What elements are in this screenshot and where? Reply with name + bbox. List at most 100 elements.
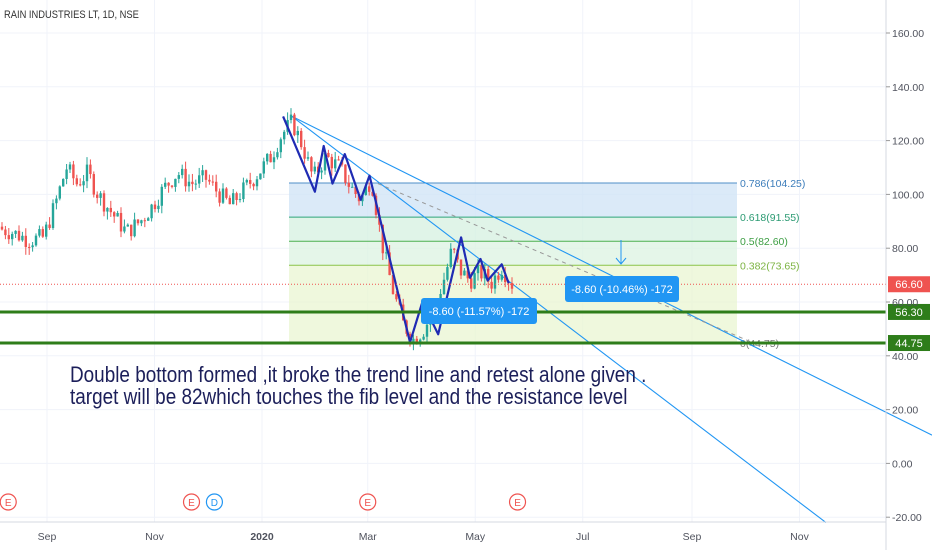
candle-body — [82, 181, 85, 186]
event-marker-icon — [182, 493, 201, 511]
candle-body — [194, 183, 197, 185]
trend-lines — [291, 115, 932, 524]
candle-body — [320, 170, 323, 173]
candle-body — [480, 265, 483, 279]
candle-body — [442, 279, 446, 294]
event-marker-icon — [359, 493, 377, 511]
candle-body — [351, 186, 354, 188]
candle-body — [7, 235, 10, 240]
price-axis: 160.00 140.00 120.00 100.00 80.00 60.00 40.00 2… — [885, 0, 924, 550]
symbol-title: RAIN INDUSTRIES LT, 1D, NSE — [4, 9, 139, 21]
candle-body — [14, 230, 17, 234]
candle-body — [62, 178, 65, 187]
candle-body — [364, 186, 367, 195]
event-marker-icon — [508, 493, 527, 511]
candle-body — [269, 153, 272, 163]
fib-zone — [289, 217, 737, 242]
candle-body — [204, 170, 208, 180]
candle-body — [337, 159, 340, 161]
candle-body — [72, 164, 75, 179]
candle-body — [126, 224, 129, 227]
candle-body — [11, 233, 14, 240]
candle-body — [160, 186, 163, 206]
price-tick-label: 120.00 — [892, 136, 924, 148]
candle-body — [55, 198, 58, 204]
price-tick-label: 60.00 — [892, 297, 918, 309]
time-tick-label: May — [465, 531, 486, 543]
candle-body — [109, 207, 112, 213]
zigzag-pattern — [282, 115, 510, 344]
candle-body — [252, 183, 255, 187]
arrow-head-icon — [615, 257, 627, 265]
candle-body — [439, 293, 442, 301]
candle-body — [174, 178, 177, 187]
candle-body — [38, 229, 41, 236]
candle-body — [58, 186, 61, 199]
candle-body — [334, 159, 337, 169]
candle-body — [493, 275, 497, 289]
time-tick-label: Nov — [145, 531, 164, 543]
time-tick-label: Mar — [359, 531, 378, 543]
candle-body — [65, 169, 68, 179]
candle-body — [28, 246, 31, 248]
candle-body — [245, 180, 248, 183]
event-marker-label: E — [188, 498, 195, 509]
candle-body — [184, 168, 187, 187]
fib-level-label: 0.618(91.55) — [740, 212, 800, 224]
candle-body — [303, 147, 306, 159]
measure-label: -8.60 (-11.57%) -172 — [429, 306, 530, 318]
candle-body — [4, 229, 7, 236]
candle-body — [272, 157, 276, 163]
candle-body — [323, 152, 327, 171]
fib-level-label: 0.5(82.60) — [740, 236, 788, 248]
candle-body — [136, 219, 140, 224]
candle-body — [211, 181, 214, 183]
fibonacci-retracement: 0.786(104.25) 0.618(91.55) 0.5(82.60) 0.382… — [289, 178, 805, 350]
measure-box — [565, 276, 679, 302]
candle-body — [68, 164, 72, 170]
candle-body — [85, 164, 89, 182]
candle-body — [487, 269, 490, 282]
candle-body — [327, 152, 330, 157]
price-tick-label: 160.00 — [892, 28, 924, 40]
price-tick-label: 140.00 — [892, 82, 924, 94]
candle-body — [21, 235, 24, 241]
candle-body — [191, 181, 194, 185]
candle-body — [164, 182, 167, 187]
measure-label: -8.60 (-10.46%) -172 — [571, 284, 673, 296]
candle-body — [92, 174, 95, 195]
candle-body — [449, 248, 452, 268]
trend-line-1 — [291, 115, 932, 436]
candle-body — [371, 191, 374, 196]
trend-line-2 — [291, 115, 827, 524]
candle-body — [201, 170, 204, 176]
candle-body — [140, 220, 143, 224]
price-tick-label: -20.00 — [892, 512, 922, 524]
candle-body — [150, 204, 153, 219]
candle-body — [283, 131, 286, 140]
candle-body — [177, 175, 180, 179]
candle-body — [225, 188, 228, 198]
candle-body — [123, 226, 126, 232]
candle-body — [181, 168, 184, 176]
event-marker-label: E — [514, 498, 521, 509]
last-price-label: 66.60 — [895, 279, 923, 291]
event-marker-label: E — [364, 498, 371, 509]
price-tick-label: 20.00 — [892, 405, 918, 417]
candle-body — [17, 230, 21, 241]
support-price-tag — [888, 303, 930, 320]
candle-body — [276, 152, 279, 158]
chart-annotation-text[interactable]: Double bottom formed ,it broke the trend… — [70, 364, 870, 408]
candle-body — [113, 212, 116, 217]
fib-level-label: 0.786(104.25) — [740, 178, 805, 190]
candle-body — [459, 259, 463, 276]
candle-body — [490, 281, 493, 289]
candle-body — [106, 207, 109, 212]
event-marker-icon — [205, 493, 224, 511]
candle-body — [296, 130, 299, 136]
candle-body — [48, 224, 51, 228]
candle-body — [187, 181, 191, 187]
